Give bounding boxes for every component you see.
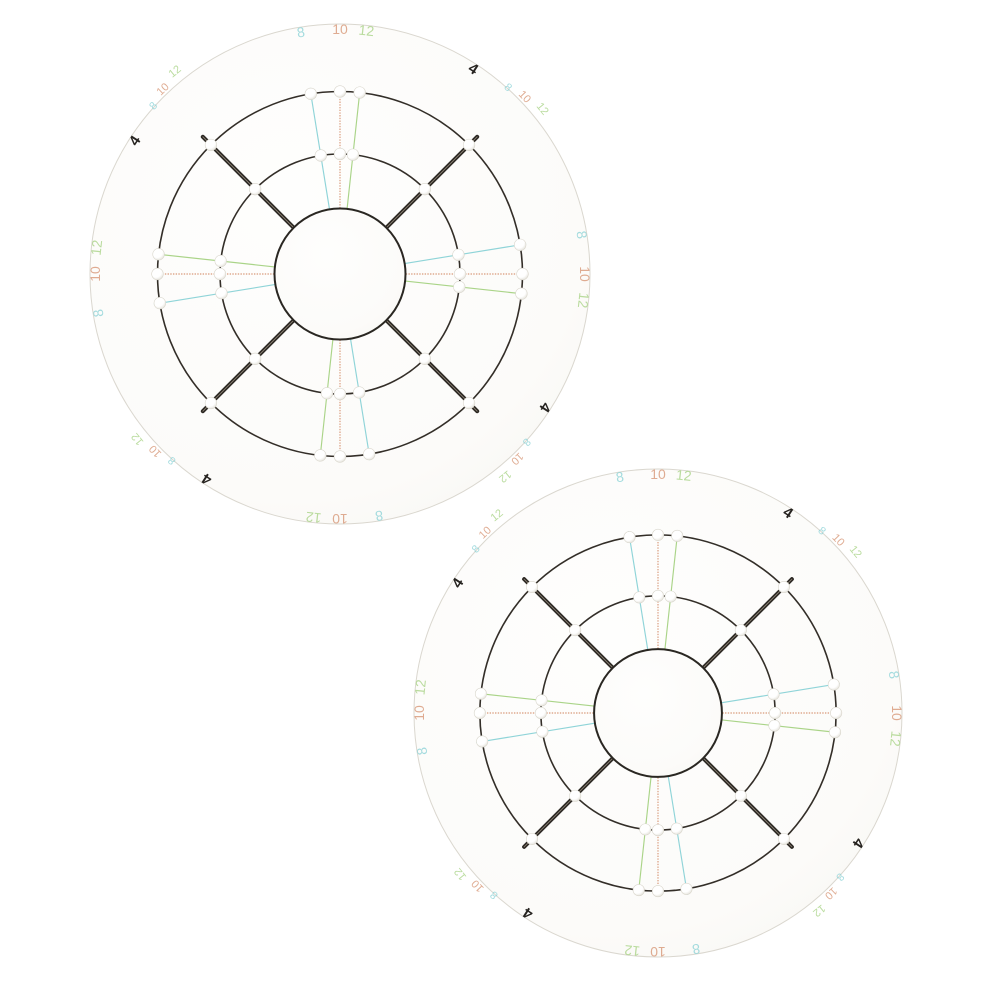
svg-text:10: 10 — [577, 266, 592, 282]
svg-text:12: 12 — [88, 239, 105, 256]
svg-text:12: 12 — [675, 467, 692, 484]
svg-text:12: 12 — [358, 22, 375, 39]
svg-text:8: 8 — [886, 670, 903, 680]
svg-text:12: 12 — [887, 730, 904, 747]
svg-text:12: 12 — [412, 678, 429, 695]
svg-text:10: 10 — [650, 467, 666, 482]
svg-text:12: 12 — [623, 942, 640, 959]
svg-text:12: 12 — [847, 544, 864, 561]
svg-text:12: 12 — [167, 63, 184, 80]
svg-text:10: 10 — [88, 266, 103, 282]
svg-text:8: 8 — [615, 468, 625, 485]
svg-text:10: 10 — [332, 511, 348, 526]
svg-text:10: 10 — [412, 705, 427, 721]
svg-text:12: 12 — [810, 902, 827, 919]
svg-text:10: 10 — [650, 944, 666, 959]
svg-text:10: 10 — [889, 705, 904, 721]
svg-text:12: 12 — [305, 509, 322, 526]
svg-text:10: 10 — [332, 22, 348, 37]
svg-text:8: 8 — [413, 746, 430, 756]
svg-text:12: 12 — [575, 292, 592, 309]
svg-text:12: 12 — [129, 430, 146, 447]
svg-text:12: 12 — [452, 865, 469, 882]
svg-text:12: 12 — [534, 101, 551, 118]
svg-text:12: 12 — [489, 507, 506, 524]
svg-text:8: 8 — [691, 941, 701, 958]
